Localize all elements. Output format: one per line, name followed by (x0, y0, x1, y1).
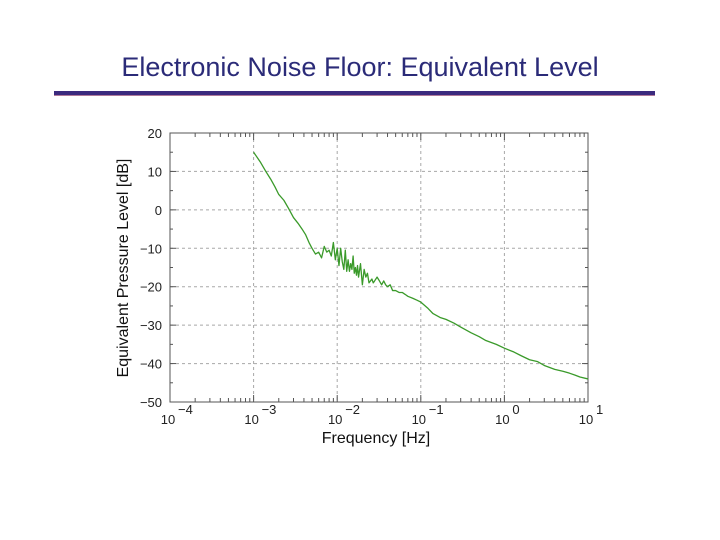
x-tick-label-exponent: −4 (178, 402, 193, 417)
series-layer (253, 151, 589, 380)
x-tick-label-base: 10 (495, 412, 509, 427)
y-tick-label: −40 (140, 357, 162, 372)
x-tick-label-base: 10 (412, 412, 426, 427)
y-tick-label: 10 (148, 164, 162, 179)
x-axis-title: Frequency [Hz] (322, 430, 430, 447)
series-line (253, 151, 589, 380)
axis-ticks (169, 132, 589, 403)
x-tick-label: 10−2 (328, 402, 360, 427)
x-tick-label-exponent: −1 (429, 402, 444, 417)
title-underline (54, 91, 655, 95)
plot-frame (169, 132, 589, 403)
y-tick-label: 0 (155, 203, 162, 218)
x-tick-label: 100 (495, 402, 519, 427)
x-tick-label: 10−4 (161, 402, 193, 427)
grid-lines (170, 133, 588, 402)
y-tick-label: −20 (140, 280, 162, 295)
slide-title: Electronic Noise Floor: Equivalent Level (121, 52, 599, 82)
y-tick-label: −50 (140, 395, 162, 410)
y-tick-label: 20 (148, 126, 162, 141)
title-underline-accent (54, 95, 655, 96)
x-tick-label: 10 −3 (244, 402, 276, 427)
x-tick-label-base: 10 (328, 412, 342, 427)
y-tick-label: −10 (140, 241, 162, 256)
y-axis-title: Equivalent Pressure Level [dB] (115, 159, 132, 378)
x-tick-label: 101 (579, 402, 603, 427)
x-tick-label-base: 10 (244, 412, 258, 427)
x-tick-label: 10−1 (412, 402, 444, 427)
x-tick-label-exponent: −3 (262, 402, 277, 417)
x-tick-label-base: 10 (579, 412, 593, 427)
x-tick-label-exponent: 0 (512, 402, 519, 417)
y-tick-labels: 20 10 0 −10 −20 −30 −40 −50 (140, 126, 162, 410)
x-tick-label-base: 10 (161, 412, 175, 427)
y-tick-label: −30 (140, 318, 162, 333)
x-tick-label-exponent: −2 (345, 402, 360, 417)
x-tick-label-exponent: 1 (596, 402, 603, 417)
